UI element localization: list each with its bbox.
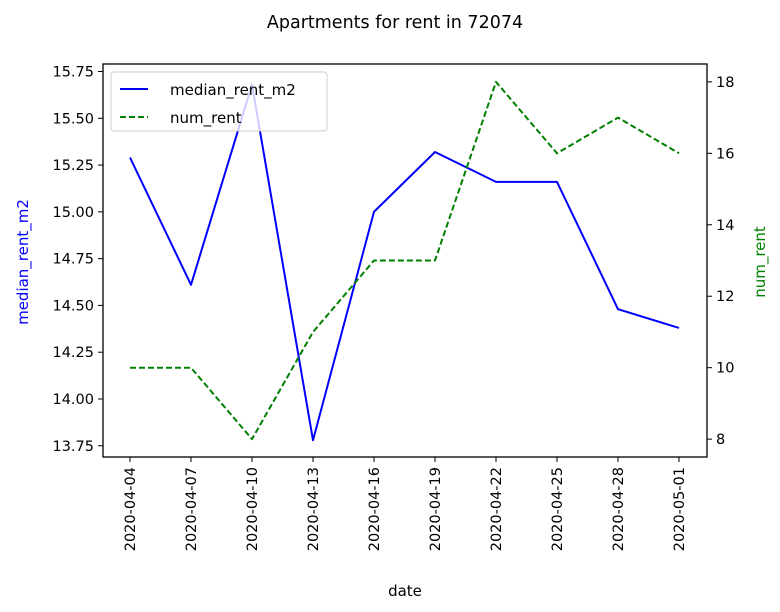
x-tick-label: 2020-05-01 (672, 467, 688, 551)
y-left-tick-label: 14.50 (52, 298, 94, 314)
y-right-tick-label: 12 (716, 289, 734, 305)
y-right-tick-label: 8 (716, 432, 725, 448)
series-line-num-rent (130, 80, 680, 441)
chart-title: Apartments for rent in 72074 (267, 13, 523, 33)
x-axis-title: date (388, 582, 422, 600)
x-tick-label: 2020-04-13 (306, 467, 322, 551)
x-tick-label: 2020-04-04 (123, 467, 139, 551)
y-left-tick-label: 14.00 (52, 392, 94, 408)
y-axis-right: 8 10 12 14 16 18 (707, 75, 734, 448)
y-left-tick-label: 15.75 (52, 64, 94, 80)
y-left-tick-label: 15.25 (52, 158, 94, 174)
x-tick-label: 2020-04-19 (428, 467, 444, 551)
x-tick-label: 2020-04-07 (184, 467, 200, 551)
legend-box (110, 71, 328, 132)
y-right-tick-label: 18 (716, 75, 734, 91)
x-tick-label: 2020-04-16 (367, 467, 383, 551)
x-tick-label: 2020-04-10 (245, 467, 261, 551)
legend: median_rent_m2 num_rent (110, 71, 328, 132)
x-tick-label: 2020-04-25 (550, 467, 566, 551)
y-right-tick-label: 14 (716, 218, 734, 234)
plot-frame (102, 63, 708, 458)
y-right-tick-label: 16 (716, 146, 734, 162)
series-layer (129, 80, 680, 442)
y-left-tick-label: 14.25 (52, 345, 94, 361)
x-axis: 2020-04-04 2020-04-07 2020-04-10 2020-04-13… (123, 457, 688, 551)
y-left-axis-title: median_rent_m2 (14, 199, 33, 325)
y-axis-left: 13.75 14.00 14.25 14.50 14.75 15.00 15.25 15.50… (52, 64, 103, 455)
legend-label-num-rent: num_rent (170, 109, 242, 128)
y-left-tick-label: 15.00 (52, 205, 94, 221)
y-left-tick-label: 13.75 (52, 439, 94, 455)
legend-label-median-rent-m2: median_rent_m2 (170, 81, 296, 100)
y-left-tick-label: 14.75 (52, 252, 94, 268)
y-left-tick-label: 15.50 (52, 111, 94, 127)
series-line-median-rent-m2 (129, 83, 680, 442)
x-tick-label: 2020-04-28 (611, 467, 627, 551)
y-right-tick-label: 10 (716, 361, 734, 377)
x-tick-label: 2020-04-22 (489, 467, 505, 551)
y-right-axis-title: num_rent (751, 226, 770, 298)
